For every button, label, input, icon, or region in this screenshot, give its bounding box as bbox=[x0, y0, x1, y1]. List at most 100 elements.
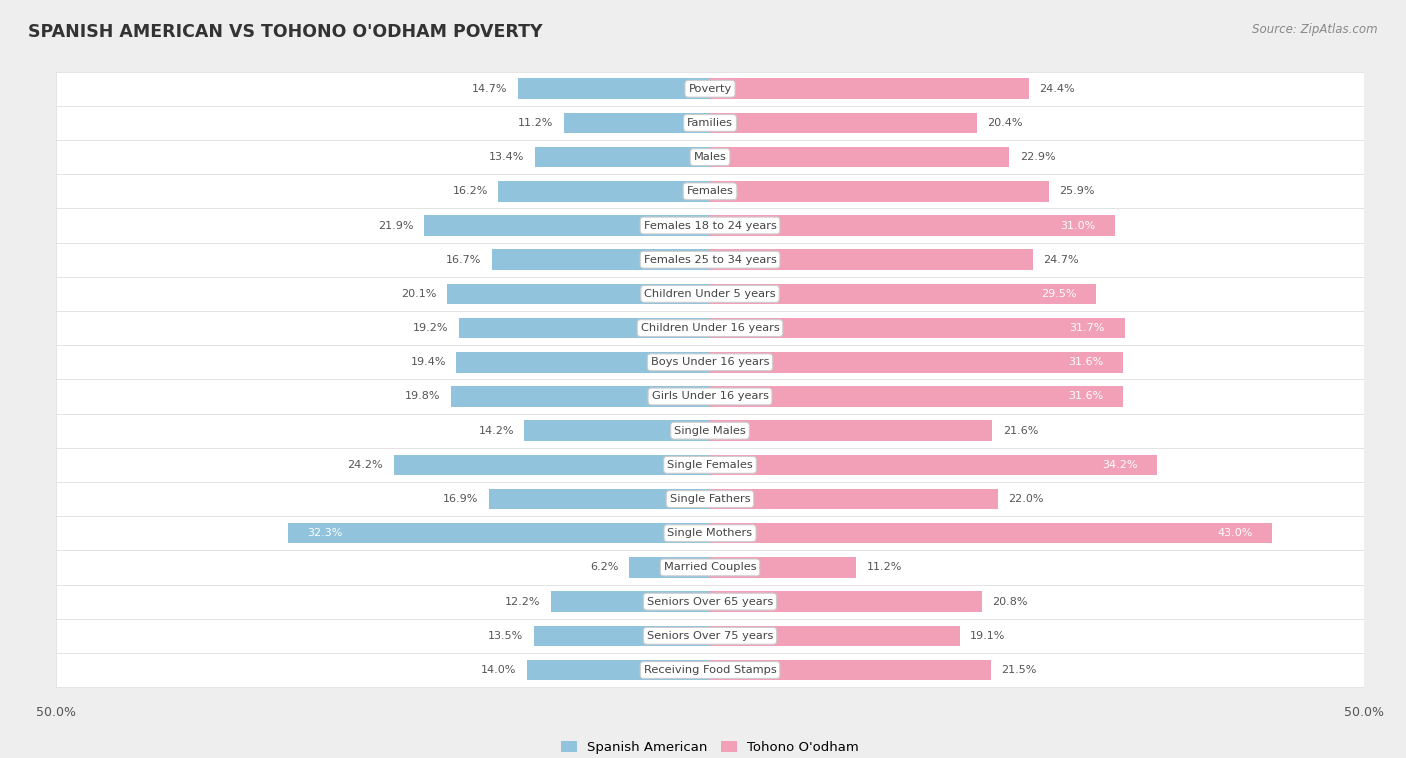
Text: Seniors Over 75 years: Seniors Over 75 years bbox=[647, 631, 773, 641]
FancyBboxPatch shape bbox=[56, 414, 1364, 448]
Text: Boys Under 16 years: Boys Under 16 years bbox=[651, 357, 769, 368]
Bar bbox=[710, 489, 998, 509]
Bar bbox=[710, 557, 856, 578]
Bar bbox=[498, 181, 710, 202]
Text: SPANISH AMERICAN VS TOHONO O'ODHAM POVERTY: SPANISH AMERICAN VS TOHONO O'ODHAM POVER… bbox=[28, 23, 543, 41]
Text: 6.2%: 6.2% bbox=[591, 562, 619, 572]
Text: Source: ZipAtlas.com: Source: ZipAtlas.com bbox=[1253, 23, 1378, 36]
Bar bbox=[710, 625, 960, 646]
FancyBboxPatch shape bbox=[56, 174, 1364, 208]
Bar bbox=[710, 79, 1029, 99]
Bar bbox=[451, 387, 710, 407]
Bar bbox=[527, 659, 710, 680]
Text: 14.0%: 14.0% bbox=[481, 665, 516, 675]
FancyBboxPatch shape bbox=[56, 448, 1364, 482]
Text: Families: Families bbox=[688, 118, 733, 128]
Text: 24.4%: 24.4% bbox=[1039, 83, 1076, 94]
Text: 22.9%: 22.9% bbox=[1019, 152, 1056, 162]
Text: Girls Under 16 years: Girls Under 16 years bbox=[651, 391, 769, 402]
Bar bbox=[288, 523, 710, 543]
Bar bbox=[710, 249, 1033, 270]
FancyBboxPatch shape bbox=[56, 72, 1364, 106]
Bar bbox=[710, 387, 1123, 407]
Bar bbox=[457, 352, 710, 372]
Text: 16.7%: 16.7% bbox=[446, 255, 481, 265]
Text: 29.5%: 29.5% bbox=[1040, 289, 1076, 299]
FancyBboxPatch shape bbox=[56, 550, 1364, 584]
Text: Single Fathers: Single Fathers bbox=[669, 494, 751, 504]
Text: Females 25 to 34 years: Females 25 to 34 years bbox=[644, 255, 776, 265]
Text: 16.2%: 16.2% bbox=[453, 186, 488, 196]
Bar bbox=[492, 249, 710, 270]
Bar bbox=[710, 352, 1123, 372]
Text: 13.5%: 13.5% bbox=[488, 631, 523, 641]
Text: Receiving Food Stamps: Receiving Food Stamps bbox=[644, 665, 776, 675]
Bar bbox=[710, 318, 1125, 338]
Bar bbox=[517, 79, 710, 99]
Bar bbox=[447, 283, 710, 304]
Text: Married Couples: Married Couples bbox=[664, 562, 756, 572]
Text: Females 18 to 24 years: Females 18 to 24 years bbox=[644, 221, 776, 230]
Text: 31.7%: 31.7% bbox=[1070, 323, 1105, 333]
Text: 11.2%: 11.2% bbox=[868, 562, 903, 572]
Text: 34.2%: 34.2% bbox=[1102, 460, 1137, 470]
Bar bbox=[458, 318, 710, 338]
Text: 21.5%: 21.5% bbox=[1001, 665, 1038, 675]
Text: 25.9%: 25.9% bbox=[1059, 186, 1095, 196]
Text: 31.6%: 31.6% bbox=[1069, 357, 1104, 368]
Bar bbox=[710, 591, 981, 612]
FancyBboxPatch shape bbox=[56, 345, 1364, 379]
Text: 19.4%: 19.4% bbox=[411, 357, 446, 368]
Text: 31.0%: 31.0% bbox=[1060, 221, 1095, 230]
Text: Poverty: Poverty bbox=[689, 83, 731, 94]
FancyBboxPatch shape bbox=[56, 516, 1364, 550]
Text: Seniors Over 65 years: Seniors Over 65 years bbox=[647, 597, 773, 606]
Text: 11.2%: 11.2% bbox=[517, 118, 553, 128]
FancyBboxPatch shape bbox=[56, 379, 1364, 414]
Text: 24.2%: 24.2% bbox=[347, 460, 382, 470]
Text: Single Females: Single Females bbox=[668, 460, 752, 470]
Bar bbox=[710, 523, 1272, 543]
Text: Children Under 16 years: Children Under 16 years bbox=[641, 323, 779, 333]
Text: 43.0%: 43.0% bbox=[1218, 528, 1253, 538]
FancyBboxPatch shape bbox=[56, 653, 1364, 687]
FancyBboxPatch shape bbox=[56, 140, 1364, 174]
Text: Females: Females bbox=[686, 186, 734, 196]
Text: 24.7%: 24.7% bbox=[1043, 255, 1078, 265]
Text: 21.6%: 21.6% bbox=[1002, 426, 1038, 436]
FancyBboxPatch shape bbox=[56, 277, 1364, 311]
Text: 20.8%: 20.8% bbox=[993, 597, 1028, 606]
Bar bbox=[710, 113, 977, 133]
Text: 14.2%: 14.2% bbox=[478, 426, 515, 436]
Text: 19.1%: 19.1% bbox=[970, 631, 1005, 641]
Bar bbox=[564, 113, 710, 133]
Text: 14.7%: 14.7% bbox=[472, 83, 508, 94]
Text: Children Under 5 years: Children Under 5 years bbox=[644, 289, 776, 299]
FancyBboxPatch shape bbox=[56, 482, 1364, 516]
Bar bbox=[710, 147, 1010, 168]
Text: 20.1%: 20.1% bbox=[401, 289, 437, 299]
Bar bbox=[551, 591, 710, 612]
Text: 31.6%: 31.6% bbox=[1069, 391, 1104, 402]
Text: 13.4%: 13.4% bbox=[489, 152, 524, 162]
Text: 20.4%: 20.4% bbox=[987, 118, 1022, 128]
Bar bbox=[534, 147, 710, 168]
Text: 32.3%: 32.3% bbox=[308, 528, 343, 538]
Text: 12.2%: 12.2% bbox=[505, 597, 540, 606]
Text: 19.2%: 19.2% bbox=[413, 323, 449, 333]
Bar bbox=[710, 181, 1049, 202]
Text: Males: Males bbox=[693, 152, 727, 162]
Bar bbox=[533, 625, 710, 646]
Bar bbox=[524, 421, 710, 441]
Text: 22.0%: 22.0% bbox=[1008, 494, 1043, 504]
Bar bbox=[710, 455, 1157, 475]
FancyBboxPatch shape bbox=[56, 584, 1364, 619]
Bar bbox=[710, 215, 1115, 236]
Legend: Spanish American, Tohono O'odham: Spanish American, Tohono O'odham bbox=[561, 741, 859, 753]
Text: 16.9%: 16.9% bbox=[443, 494, 478, 504]
Text: Single Males: Single Males bbox=[673, 426, 747, 436]
FancyBboxPatch shape bbox=[56, 208, 1364, 243]
FancyBboxPatch shape bbox=[56, 619, 1364, 653]
Bar bbox=[489, 489, 710, 509]
Bar bbox=[710, 421, 993, 441]
